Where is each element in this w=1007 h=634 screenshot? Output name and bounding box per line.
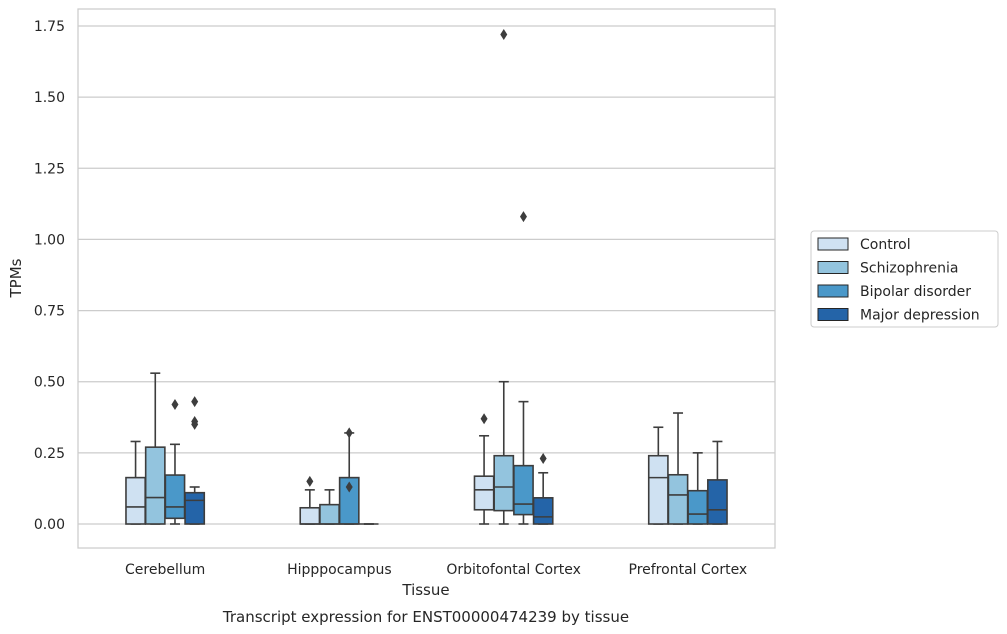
box	[493, 29, 515, 525]
box	[667, 412, 689, 525]
legend-swatch	[817, 308, 849, 321]
grid-lines	[78, 25, 775, 525]
box-body	[164, 474, 186, 520]
box	[299, 475, 321, 525]
box-body	[687, 489, 709, 525]
outlier-marker	[539, 453, 547, 465]
x-axis-label: Tissue	[401, 581, 449, 599]
outlier-marker	[191, 418, 199, 430]
y-tick-label: 1.50	[34, 90, 65, 106]
legend-frame	[810, 230, 999, 328]
box-body	[299, 506, 321, 525]
box	[687, 452, 709, 525]
box	[319, 489, 340, 525]
box	[513, 211, 534, 525]
box	[532, 453, 554, 525]
legend-swatch	[817, 261, 849, 274]
y-tick-label: 0.75	[34, 304, 65, 320]
legend-swatch	[817, 284, 849, 298]
x-tick-label: Orbitofontal Cortex	[446, 562, 581, 578]
legend-label: Major depression	[860, 308, 980, 324]
series-bipolar-disorder	[164, 211, 709, 525]
x-axis-ticks: Cerebellum Hipppocampus Orbitofontal Corte…	[125, 562, 747, 578]
y-tick-label: 0.25	[34, 446, 65, 462]
legend-swatch	[817, 237, 849, 251]
box	[164, 398, 186, 525]
y-tick-label: 0.00	[34, 517, 65, 533]
outlier-marker	[345, 481, 353, 493]
box-body	[647, 454, 669, 525]
box	[144, 372, 166, 525]
outlier-marker	[345, 427, 353, 439]
box	[184, 396, 206, 525]
box-body	[125, 476, 146, 525]
legend-label: Control	[860, 237, 911, 253]
box	[707, 440, 728, 525]
outlier-marker	[519, 211, 527, 223]
y-axis-label: TPMs	[7, 258, 25, 298]
plot-area	[77, 8, 776, 549]
legend-label: Schizophrenia	[860, 261, 958, 277]
y-tick-label: 0.50	[34, 375, 65, 391]
box-series	[125, 29, 728, 525]
box	[125, 440, 146, 525]
y-tick-label: 1.25	[34, 161, 65, 177]
box-body	[473, 475, 495, 511]
series-control	[125, 413, 669, 525]
legend-label: Bipolar disorder	[860, 284, 971, 300]
x-tick-label: Prefrontal Cortex	[629, 562, 748, 578]
box	[338, 427, 360, 525]
box-body	[319, 503, 340, 525]
outlier-marker	[191, 396, 199, 408]
y-tick-label: 1.00	[34, 232, 65, 248]
series-major-depression	[184, 396, 728, 525]
y-axis-ticks: 0.00 0.25 0.50 0.75 1.00 1.25 1.50 1.75	[34, 19, 65, 533]
box-body	[667, 473, 689, 525]
figure-caption: Transcript expression for ENST0000047423…	[222, 608, 629, 626]
box	[647, 426, 669, 525]
y-tick-label: 1.75	[34, 19, 65, 35]
box	[473, 413, 495, 525]
series-schizophrenia	[144, 29, 689, 525]
outlier-marker	[171, 398, 179, 410]
legend: Control Schizophrenia Bipolar disorder Majo…	[810, 230, 999, 328]
box-body	[493, 454, 515, 512]
box-body	[144, 446, 166, 525]
outlier-marker	[480, 413, 488, 425]
box-body	[513, 464, 534, 516]
box-body	[532, 497, 554, 525]
x-tick-label: Hipppocampus	[287, 562, 392, 578]
x-tick-label: Cerebellum	[125, 562, 205, 578]
outlier-marker	[306, 475, 314, 487]
outlier-marker	[500, 29, 508, 41]
box-body	[707, 479, 728, 525]
box-body	[184, 491, 206, 525]
